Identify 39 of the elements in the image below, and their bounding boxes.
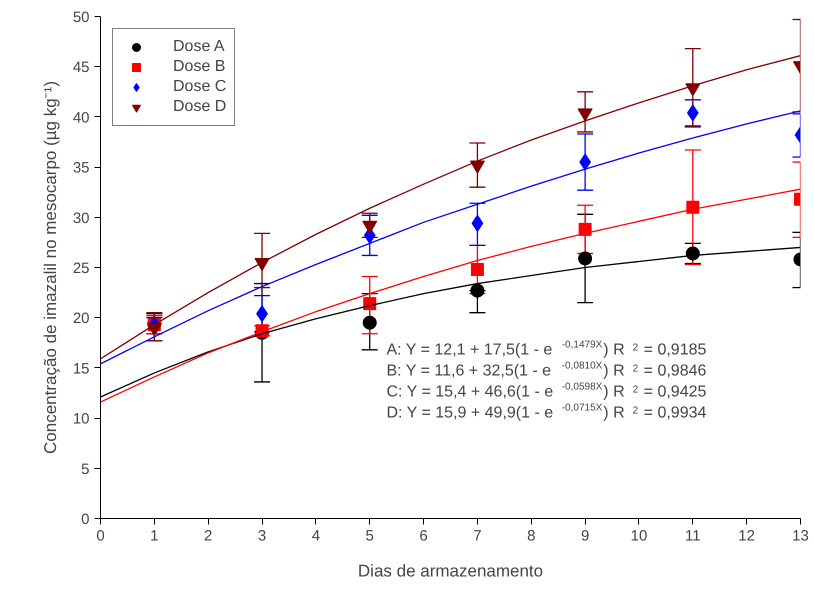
point: [362, 316, 377, 330]
legend-label: Dose C: [173, 78, 226, 96]
x-tick-label: 12: [738, 528, 755, 544]
point: [470, 263, 484, 276]
x-tick-label: 9: [580, 528, 590, 544]
y-tick-label: 15: [72, 360, 90, 378]
y-axis-title: Concentração de imazalil no mesocarpo (µg kg⁻¹): [40, 81, 60, 454]
x-tick-label: 10: [630, 528, 648, 544]
y-tick-label: 45: [72, 59, 90, 76]
y-tick-label: 20: [72, 310, 90, 328]
point: [686, 200, 700, 214]
x-tick-label: 7: [473, 528, 482, 544]
y-tick-label: 50: [72, 9, 90, 26]
y-tick-label: 25: [72, 260, 90, 277]
point: [686, 104, 699, 122]
x-tick-label: 4: [312, 528, 320, 544]
y-tick-label: 40: [72, 109, 90, 126]
x-tick-label: 0: [96, 528, 105, 544]
x-tick-label: 1: [150, 528, 159, 544]
x-tick-label: 11: [685, 528, 701, 544]
x-axis-title: Dias de armazenamento: [358, 562, 544, 580]
x-tick-label: 2: [204, 528, 212, 544]
y-tick-label: 0: [81, 511, 90, 528]
x-tick-label: 6: [419, 528, 428, 544]
point: [470, 284, 484, 298]
y-tick-label: 30: [72, 210, 90, 227]
x-tick-label: 13: [792, 528, 809, 544]
x-tick-label: 8: [527, 528, 536, 544]
legend-label: Dose B: [173, 58, 226, 76]
x-tick-label: 5: [366, 528, 374, 544]
x-tick-label: 3: [258, 528, 266, 544]
y-tick-label: 10: [72, 410, 90, 428]
legend-label: Dose A: [173, 38, 225, 56]
point: [578, 251, 592, 266]
y-tick-label: 5: [81, 460, 90, 478]
y-tick-label: 35: [72, 160, 90, 177]
legend-label: Dose D: [173, 98, 226, 116]
point: [686, 246, 700, 260]
point: [578, 222, 592, 236]
